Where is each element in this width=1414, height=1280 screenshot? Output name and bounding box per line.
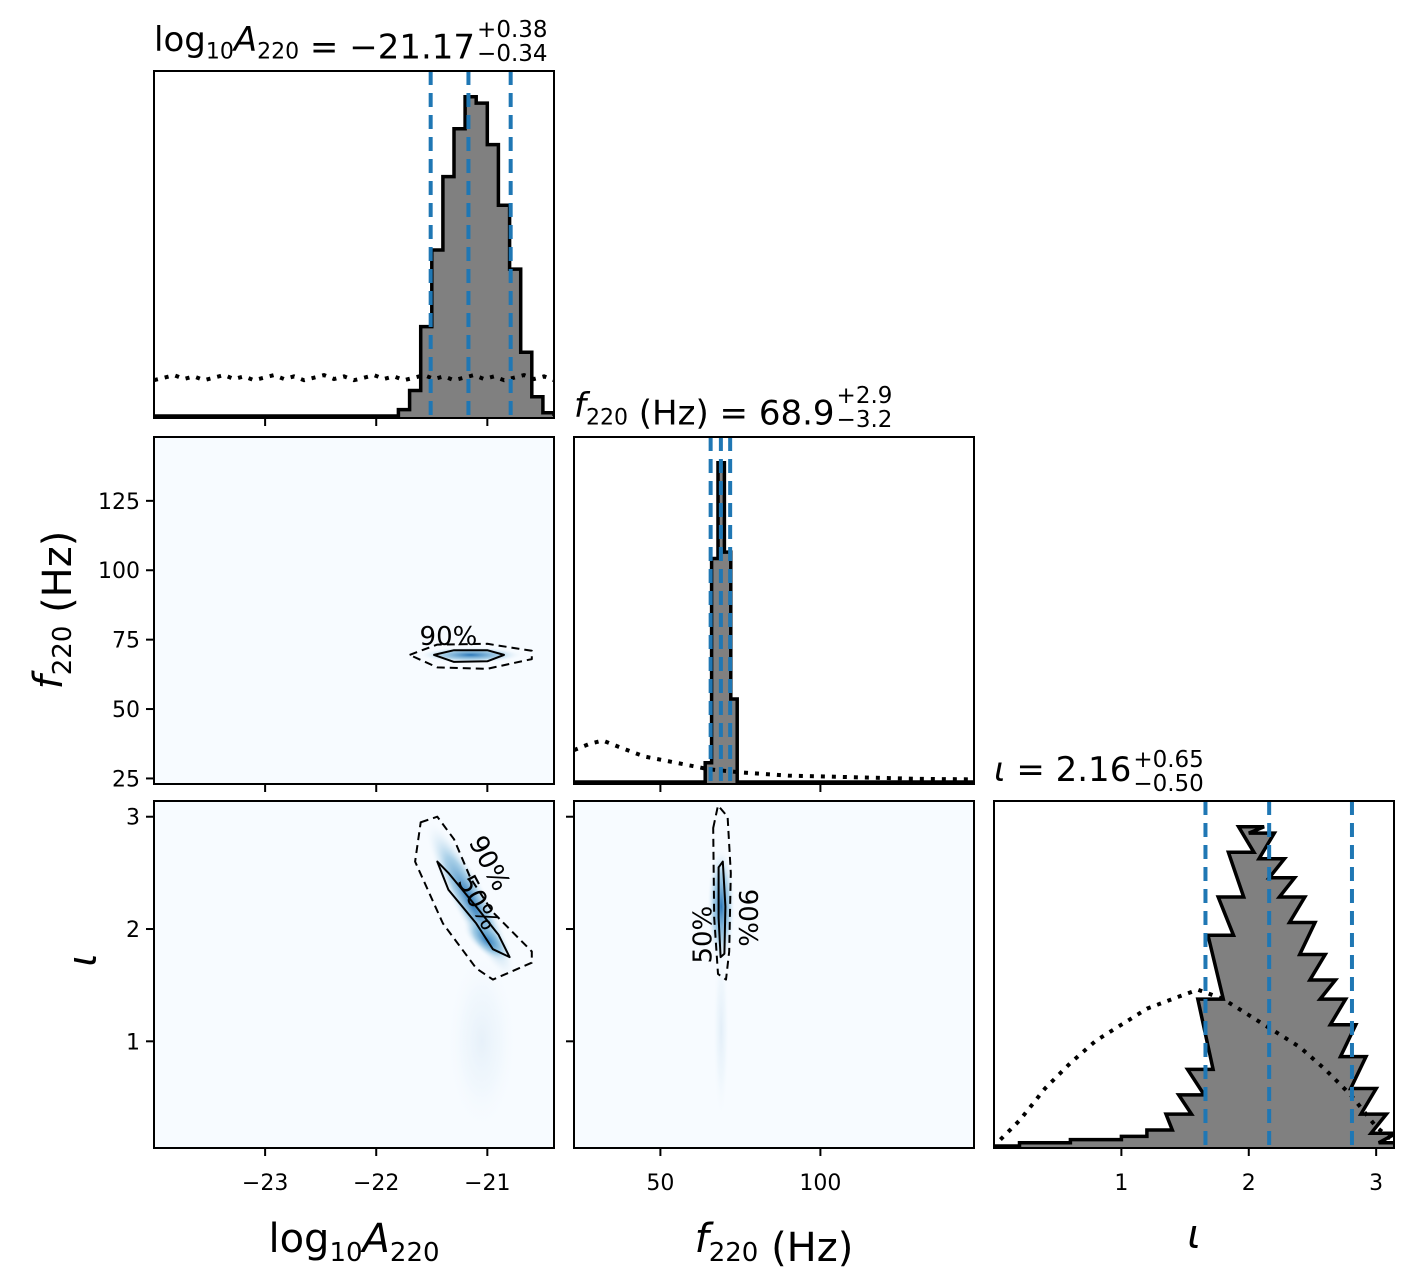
title-value: = 2.16 [1006,750,1132,790]
joint-log10A220-iota-contour-90 [414,815,533,981]
contour-label-90-a21: 90% [420,622,478,652]
a33-x-tick-label: 2 [1242,1171,1256,1196]
hist-f220-prior-curve [574,738,974,782]
joint-log10A220-iota-contour-50 [436,860,511,959]
joint-log10A220-iota-plot [154,801,554,1148]
a21-y-tick-label: 50 [112,698,140,723]
title-iota-lower: −0.50 [1133,771,1203,797]
title-iota-upper: +0.65 [1133,747,1203,773]
label-part: (Hz) [758,1225,853,1271]
panel-frame-a22 [573,436,975,785]
a33-x-tick-label: 3 [1369,1171,1383,1196]
label-part: A [232,20,257,60]
label-part: 10 [329,1238,362,1268]
a21-y-tick-label: 25 [112,767,140,792]
a21-y-tick-label: 125 [98,490,140,515]
label-part: ι [994,750,1006,790]
hist-f220-posterior-edge [574,461,974,784]
a31-y-tick-label: 3 [126,806,140,831]
label-part: 220 [257,39,299,64]
label-part: ι [60,953,106,967]
joint-f220-iota-plot [574,801,974,1148]
label-part: (Hz) [35,531,81,626]
label-part: ι [1187,1212,1201,1258]
joint-f220-iota-density-0 [707,846,736,967]
hist-log10A220-posterior-edge [154,95,554,418]
title-log10A220-lower: −0.34 [477,41,547,67]
title-iota: ι = 2.16 [994,750,1131,790]
a21-y-tick-label: 100 [98,559,140,584]
panel-frame-a32 [573,800,975,1149]
panel-frame-a33 [993,800,1395,1149]
joint-f220-iota-contour-50 [717,860,727,959]
ylabel-iota: ι [60,953,106,967]
hist-iota-prior-curve [998,987,1393,1142]
panel-frame-a11 [153,70,555,419]
xlabel-f220: f220 (Hz) [695,1216,854,1271]
title-f220-lower: −3.2 [837,407,893,433]
hist-iota-plot [994,801,1394,1148]
a33-x-tick-label: 1 [1114,1171,1128,1196]
joint-log10A220-f220-plot [154,437,554,784]
title-value: (Hz) = 68.9 [628,393,835,433]
contour-label-50-a32: 50% [689,906,719,964]
panel-frame-a31 [153,800,555,1149]
panel-frame-a21 [153,436,555,785]
joint-f220-iota-contour-90 [712,804,732,981]
title-log10A220-upper: +0.38 [477,17,547,43]
title-f220: f220 (Hz) = 68.9 [574,386,835,433]
label-part: log [154,20,206,60]
joint-log10A220-f220-contour-50 [433,649,505,663]
label-part: 220 [586,405,628,430]
hist-f220-plot [574,437,974,784]
title-log10A220: log10A220 = −21.17 [154,20,475,67]
a32-x-tick-label: 100 [799,1171,841,1196]
joint-log10A220-f220-background [154,437,554,784]
a32-x-tick-label: 50 [646,1171,674,1196]
ylabel-f220: f220 (Hz) [26,531,81,690]
a31-x-tick-label: −21 [464,1171,510,1196]
label-part: 220 [390,1238,440,1268]
hist-iota-posterior-edge [994,825,1394,1148]
title-value: = −21.17 [299,27,475,67]
label-part: 220 [709,1238,759,1268]
joint-f220-iota-density-1 [713,940,730,1121]
xlabel-iota: ι [1187,1212,1201,1258]
title-f220-upper: +2.9 [837,383,893,409]
hist-log10A220-prior-curve [154,373,554,383]
hist-iota-posterior-fill [994,826,1394,1148]
a31-y-tick-label: 1 [126,1030,140,1055]
xlabel-log10A220: log10A220 [268,1216,439,1268]
label-part: 10 [206,39,234,64]
label-part: 220 [48,626,78,676]
label-part: A [360,1216,390,1262]
hist-log10A220-plot [154,71,554,418]
a31-x-tick-label: −22 [353,1171,399,1196]
a21-y-tick-label: 75 [112,629,140,654]
a31-y-tick-label: 2 [126,918,140,943]
hist-f220-posterior-fill [574,462,974,784]
joint-f220-iota-background [574,801,974,1148]
a31-x-tick-label: −23 [242,1171,288,1196]
joint-log10A220-iota-density-2 [446,951,517,1132]
label-part: log [268,1216,329,1262]
contour-label-90-a32: 90% [732,889,762,947]
